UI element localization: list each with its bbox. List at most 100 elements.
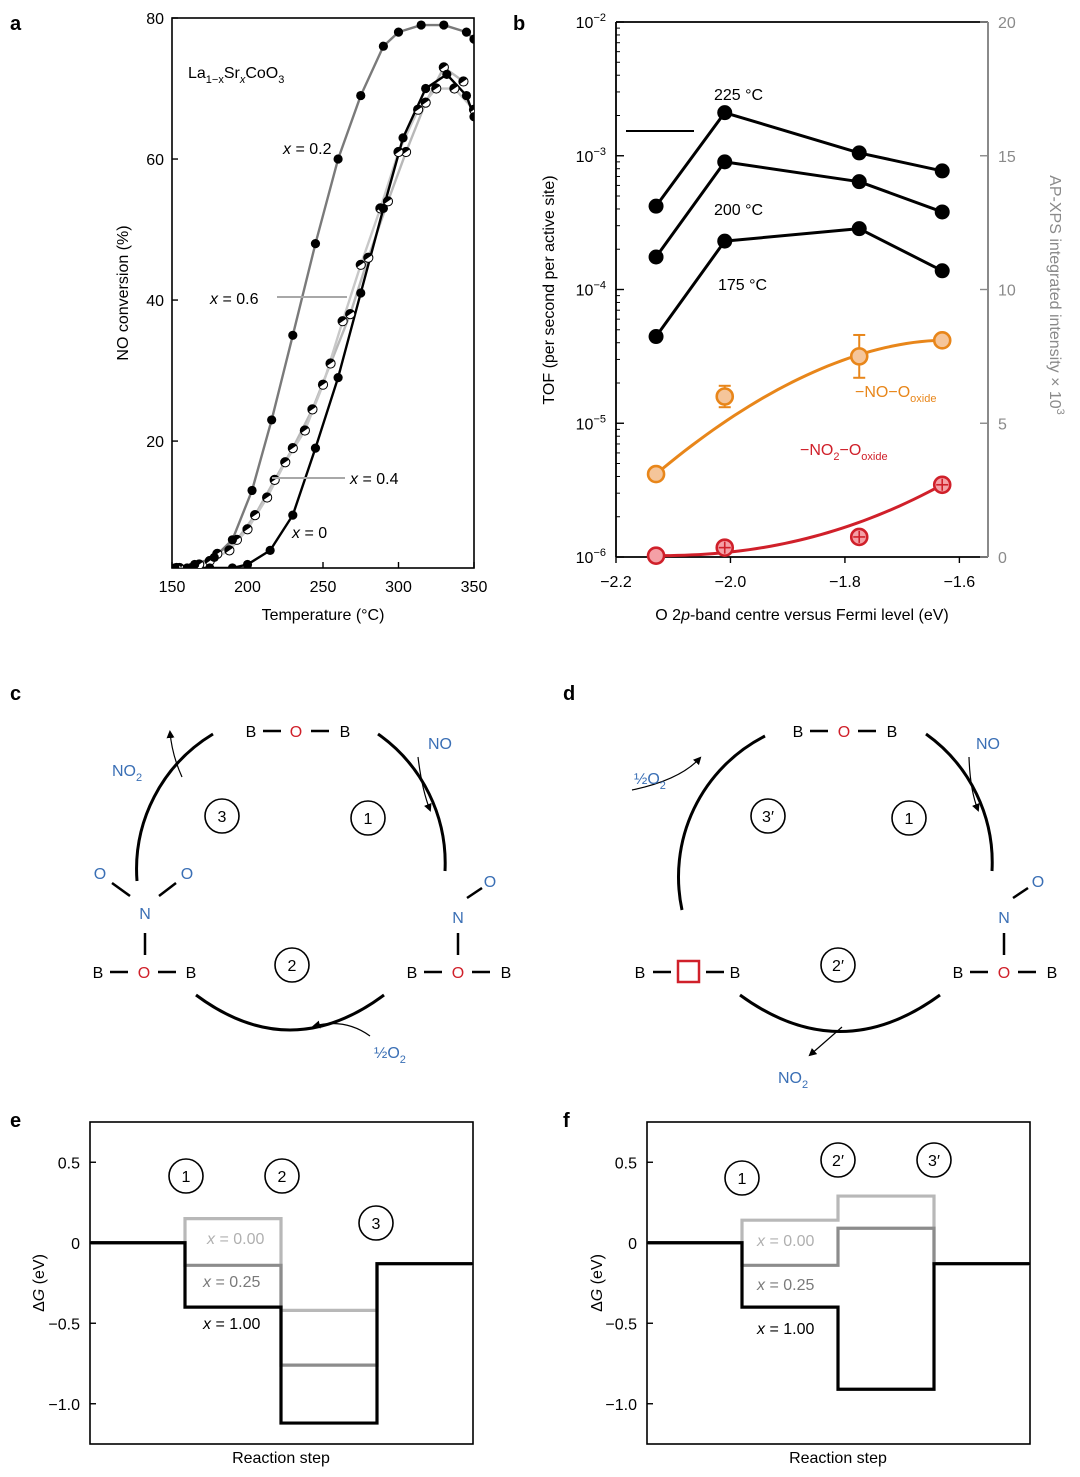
panel-b-ylabel-right: AP-XPS integrated intensity × 103 — [1046, 175, 1066, 415]
a-xtick-label: 250 — [310, 579, 337, 596]
a-point-1 — [439, 20, 449, 30]
panel-label-a: a — [10, 13, 22, 35]
d-right-b1: B — [953, 965, 964, 982]
label-x0.4: x = 0.4 — [349, 471, 399, 488]
b-tof-line-2 — [654, 227, 943, 338]
a-ytick-label: 60 — [146, 152, 164, 169]
d-step-circle-3p — [750, 798, 786, 834]
a-xtick-label: 200 — [234, 579, 261, 596]
b-xtick-label: −1.6 — [944, 574, 976, 591]
b-ytick-right-label: 5 — [998, 416, 1007, 433]
a-point-0 — [242, 559, 253, 568]
a-point-fill-2 — [469, 105, 474, 113]
b-fit-curve-1 — [656, 483, 943, 558]
a-ytick-label: 80 — [146, 11, 164, 28]
b-ytick-left-label: 10−5 — [576, 413, 606, 433]
a-point-1 — [288, 330, 298, 340]
d-right-o: O — [998, 965, 1010, 982]
a-point-0 — [205, 563, 215, 568]
a-point-fill-2 — [318, 380, 327, 388]
panel-f-ylabel: ΔG (eV) — [589, 1254, 606, 1312]
e-ytick-label: −1.0 — [48, 1397, 80, 1414]
a-xtick-label: 300 — [385, 579, 412, 596]
label-x0.2: x = 0.2 — [282, 141, 332, 158]
c-top-b2: B — [340, 724, 351, 741]
f-ytick-label: 0.5 — [615, 1155, 637, 1172]
a-point-1 — [227, 535, 237, 545]
c-top-b1: B — [246, 724, 257, 741]
a-point-fill-3 — [401, 147, 410, 155]
b-ytick-right-label: 0 — [998, 550, 1007, 567]
panel-label-f: f — [563, 1110, 570, 1132]
b-ytick-left-label: 10−6 — [576, 547, 606, 567]
b-xps-point-0 — [715, 387, 735, 406]
d-right-o2: O — [1032, 874, 1044, 891]
panel-c-cycle: NO2 NO ½O2 B O B B O B N O O B O B N O 3… — [93, 724, 512, 1066]
c-left-obond2 — [158, 882, 177, 897]
b-tof-point-2 — [648, 329, 664, 345]
c-arc-bottom — [195, 993, 385, 1032]
a-point-fill-2 — [300, 425, 309, 434]
c-arrow-o2 — [312, 1020, 371, 1037]
c-arc-right — [377, 732, 447, 872]
b-ytick-right-label: 20 — [998, 15, 1016, 32]
d-arrow-no2 — [808, 1026, 843, 1057]
c-left-n: N — [139, 906, 151, 923]
panel-a-xlabel: Temperature (°C) — [262, 607, 385, 624]
a-point-0 — [227, 563, 237, 568]
b-tof-point-1 — [717, 154, 733, 170]
b-tof-point-0 — [934, 163, 950, 179]
a-point-fill-3 — [421, 98, 430, 106]
f-step-circle — [820, 1142, 856, 1178]
a-point-0 — [469, 112, 474, 122]
a-series-line-1 — [174, 23, 474, 568]
c-step-circle-2 — [274, 947, 310, 983]
a-point-0 — [442, 69, 452, 80]
label-x0: x = 0 — [291, 525, 327, 542]
f-step-circle — [916, 1142, 952, 1178]
a-point-0 — [310, 443, 321, 453]
b-xtick-label: −1.8 — [829, 574, 861, 591]
c-left-o-l: O — [94, 866, 106, 883]
a-point-fill-3 — [325, 358, 335, 367]
a-point-0 — [333, 373, 343, 383]
panel-b-xlabel: O 2p-band centre versus Fermi level (eV) — [655, 607, 948, 624]
c-left-b2: B — [186, 965, 197, 982]
label-175C: 175 °C — [718, 277, 767, 294]
panel-b-ylabel-left: TOF (per second per active site) — [541, 175, 558, 404]
e-step-circle — [264, 1158, 300, 1194]
a-point-0 — [421, 83, 431, 94]
d-arc-bottom — [739, 993, 941, 1033]
panel-a-title: La1−xSrxCoO3 — [188, 65, 284, 86]
a-point-fill-3 — [288, 443, 297, 451]
a-point-0 — [265, 545, 275, 555]
label-200C: 200 °C — [714, 202, 763, 219]
b-ytick-right-label: 15 — [998, 149, 1016, 166]
panel-f-xlabel: Reaction step — [789, 1450, 887, 1467]
b-tof-point-0 — [851, 145, 867, 161]
e-label-x100: x = 1.00 — [202, 1316, 260, 1333]
a-point-1 — [209, 552, 219, 563]
panel-label-b: b — [513, 13, 525, 35]
c-left-b1: B — [93, 965, 104, 982]
a-point-1 — [356, 90, 366, 101]
e-step-label: 3 — [372, 1216, 381, 1233]
a-xtick-label: 350 — [461, 579, 488, 596]
a-point-fill-2 — [224, 545, 234, 554]
c-o2-label: ½O2 — [374, 1045, 406, 1066]
b-tof-point-1 — [648, 249, 664, 265]
d-right-n: N — [998, 910, 1010, 927]
a-point-1 — [461, 27, 472, 37]
a-point-1 — [247, 485, 257, 496]
a-ytick-label: 40 — [146, 293, 164, 310]
a-point-1 — [190, 559, 200, 568]
c-right-b2: B — [501, 965, 512, 982]
c-arrow-no — [417, 756, 432, 812]
panel-label-c: c — [10, 683, 21, 705]
a-point-fill-3 — [383, 196, 392, 204]
a-point-0 — [398, 133, 408, 143]
b-ytick-left-label: 10−3 — [576, 146, 606, 166]
c-no-label: NO — [428, 736, 452, 753]
e-step-label: 2 — [278, 1169, 287, 1186]
c-step-2: 2 — [288, 958, 297, 975]
